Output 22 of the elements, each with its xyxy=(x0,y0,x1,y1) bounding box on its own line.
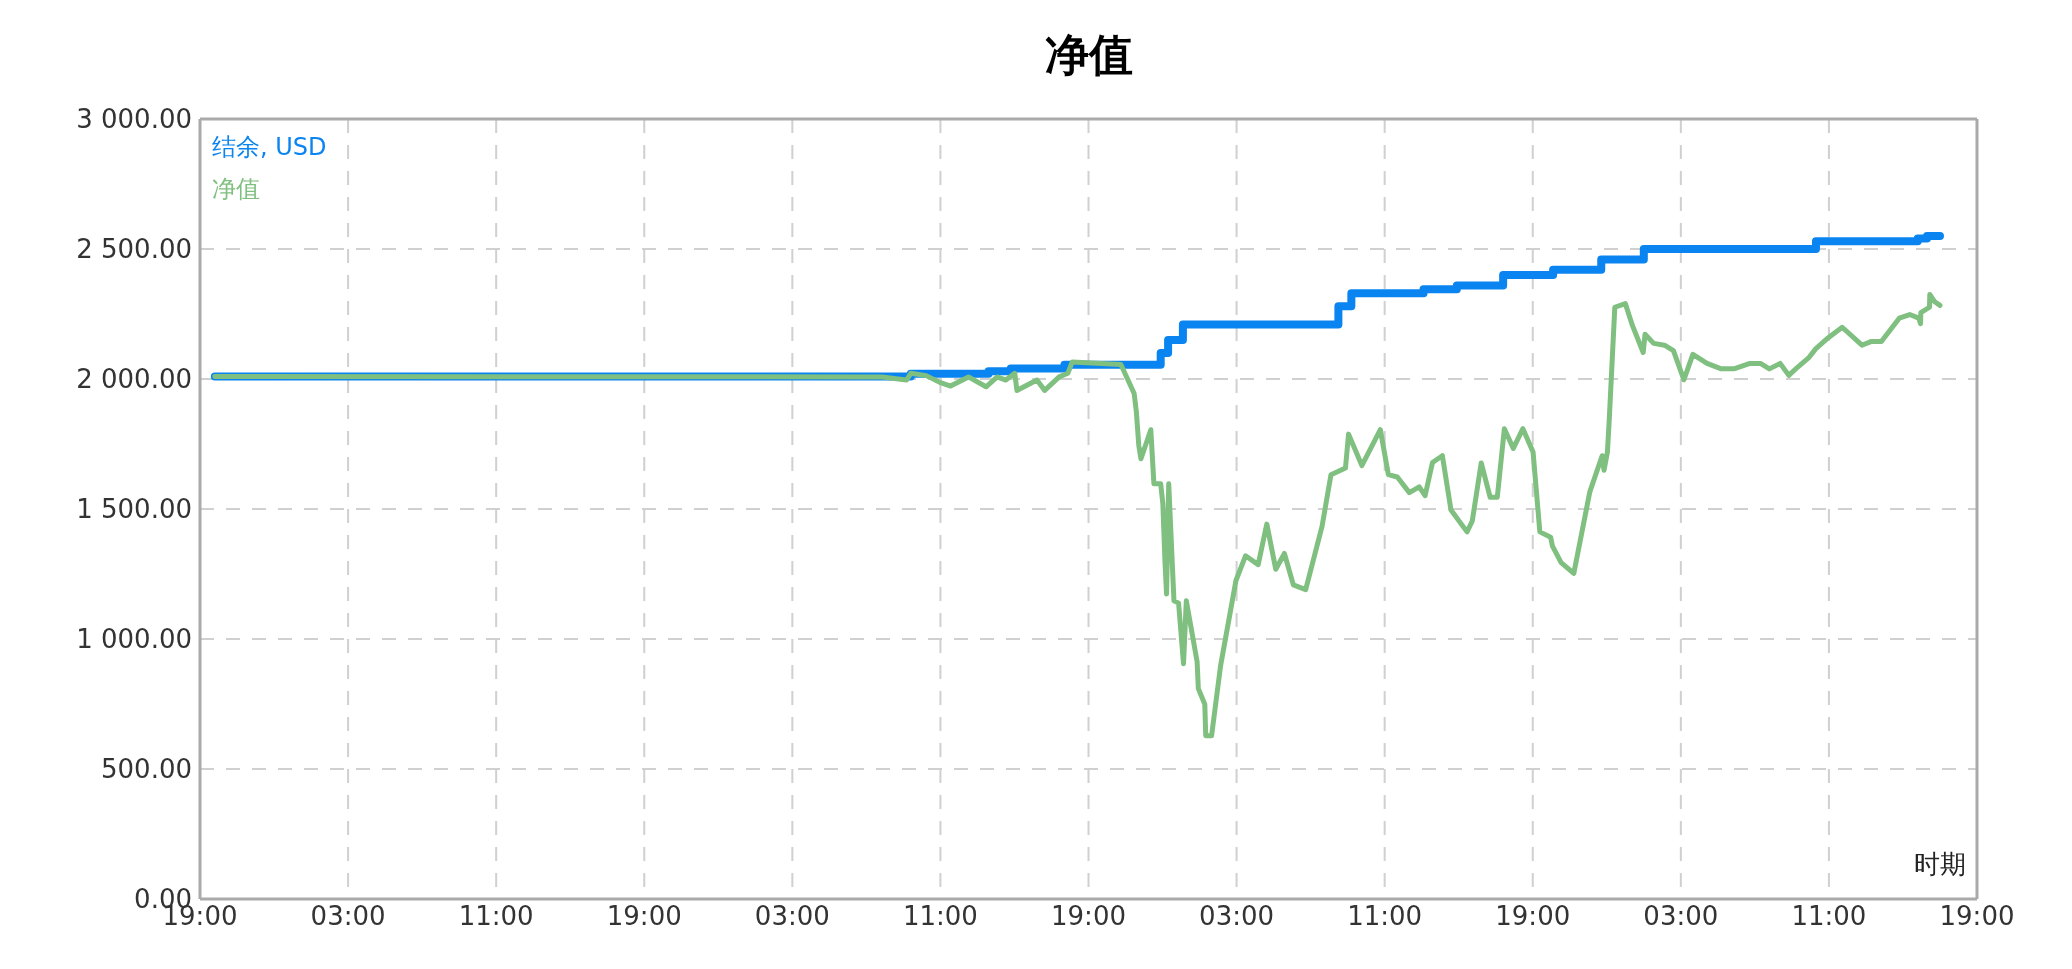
x-tick-label: 03:00 xyxy=(1643,901,1719,932)
y-tick-label: 2 500.00 xyxy=(76,234,192,265)
y-tick-label: 2 000.00 xyxy=(76,364,192,395)
x-axis-title: 时期 xyxy=(1914,848,1966,881)
x-tick-label: 19:00 xyxy=(1495,901,1571,932)
x-tick-label: 11:00 xyxy=(458,901,534,932)
x-tick-label: 03:00 xyxy=(310,901,386,932)
y-tick-label: 1 000.00 xyxy=(76,624,192,655)
x-tick-label: 19:00 xyxy=(1051,901,1126,932)
y-tick-label: 500.00 xyxy=(101,754,192,785)
chart-title: 净值 xyxy=(1044,28,1134,82)
text: 结余, USD xyxy=(212,132,327,163)
x-tick-label: 11:00 xyxy=(1791,901,1867,932)
y-tick-label: 1 500.00 xyxy=(76,494,192,525)
text: 净值 xyxy=(212,174,261,205)
x-tick-label: 11:00 xyxy=(902,901,978,932)
x-tick-label: 11:00 xyxy=(1347,901,1423,932)
x-tick-label: 03:00 xyxy=(754,901,830,932)
x-tick-label: 03:00 xyxy=(1199,901,1275,932)
y-tick-label: 3 000.00 xyxy=(76,104,192,135)
x-tick-label: 19:00 xyxy=(1939,901,2015,932)
x-tick-label: 19:00 xyxy=(606,901,682,932)
